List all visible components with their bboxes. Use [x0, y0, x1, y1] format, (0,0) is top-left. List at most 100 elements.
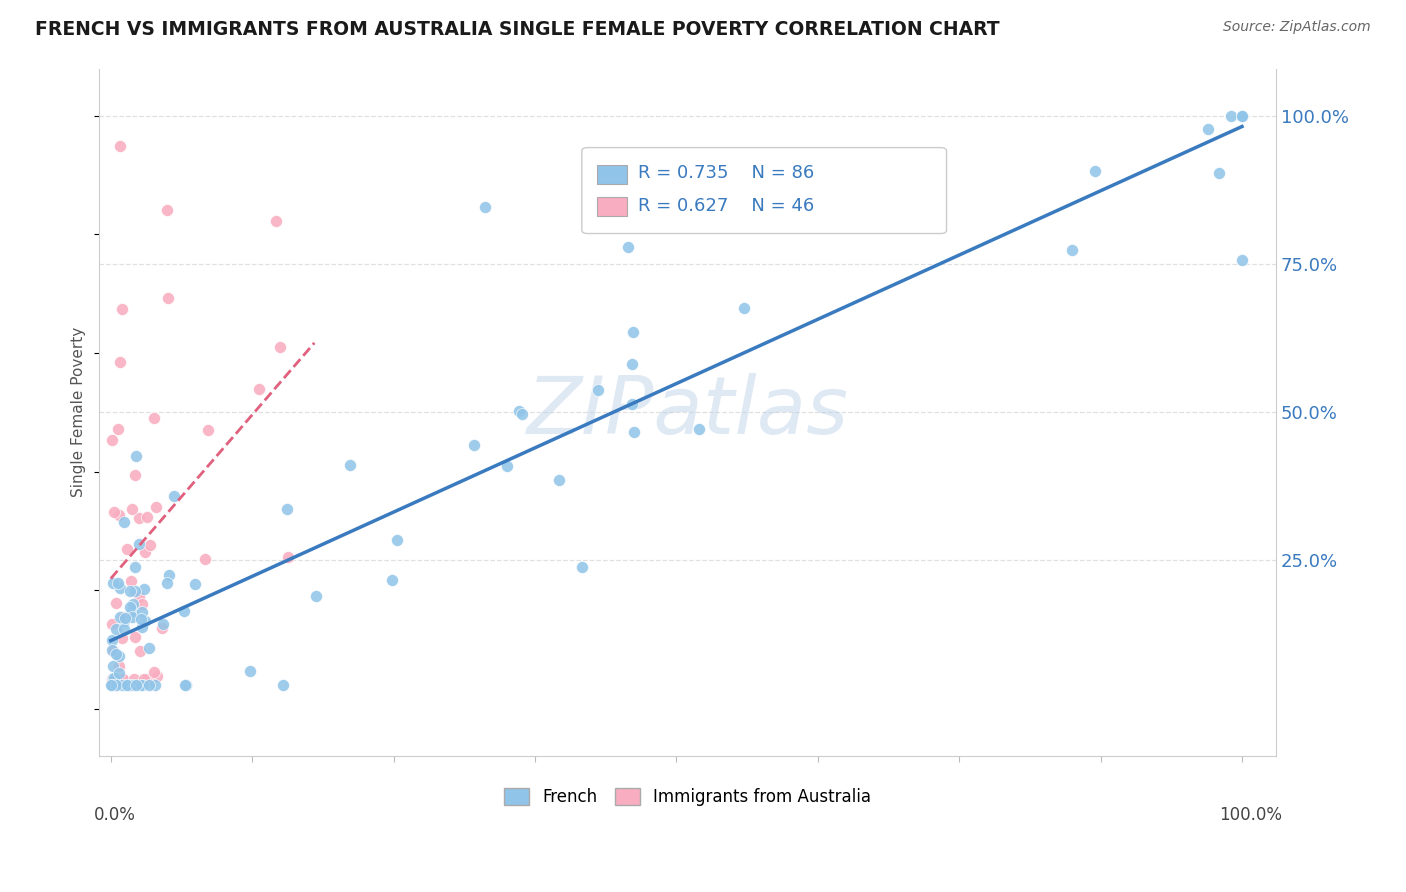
Point	[108, 672, 131, 686]
Point	[128, 537, 150, 551]
Point	[101, 671, 124, 685]
Point	[508, 403, 530, 417]
Point	[496, 458, 519, 473]
Point	[129, 644, 152, 658]
Point	[112, 614, 135, 628]
FancyBboxPatch shape	[598, 165, 627, 184]
Point	[239, 664, 262, 678]
Point	[339, 458, 361, 472]
Point	[101, 632, 124, 647]
Point	[139, 538, 162, 552]
Point	[271, 678, 294, 692]
Text: FRENCH VS IMMIGRANTS FROM AUSTRALIA SINGLE FEMALE POVERTY CORRELATION CHART: FRENCH VS IMMIGRANTS FROM AUSTRALIA SING…	[35, 20, 1000, 38]
Text: Source: ZipAtlas.com: Source: ZipAtlas.com	[1223, 20, 1371, 34]
Point	[135, 510, 157, 524]
Point	[101, 576, 124, 591]
Point	[108, 355, 131, 369]
Point	[173, 604, 195, 618]
Point	[156, 576, 179, 591]
Point	[138, 640, 160, 655]
Point	[132, 678, 155, 692]
Point	[145, 500, 167, 514]
Point	[111, 631, 134, 645]
Point	[124, 630, 146, 644]
Point	[104, 678, 127, 692]
Point	[122, 597, 145, 611]
Point	[115, 678, 138, 692]
Point	[1230, 109, 1253, 123]
Point	[733, 301, 755, 315]
Point	[131, 597, 153, 611]
Point	[381, 574, 404, 588]
Point	[112, 515, 135, 529]
Point	[134, 545, 156, 559]
Point	[107, 659, 129, 673]
Point	[108, 666, 131, 681]
Point	[305, 589, 328, 603]
Point	[264, 213, 287, 227]
Point	[385, 533, 408, 548]
Point	[129, 612, 152, 626]
Point	[101, 678, 124, 692]
Point	[121, 604, 143, 618]
Text: R = 0.627    N = 46: R = 0.627 N = 46	[638, 197, 814, 215]
FancyBboxPatch shape	[598, 197, 627, 217]
Point	[197, 423, 219, 437]
Point	[114, 610, 136, 624]
Point	[101, 672, 124, 686]
Point	[134, 672, 156, 686]
Point	[118, 584, 141, 599]
Point	[121, 678, 143, 692]
Point	[132, 582, 155, 597]
Point	[105, 596, 128, 610]
Point	[276, 501, 298, 516]
Point	[108, 138, 131, 153]
Text: 0.0%: 0.0%	[94, 805, 135, 823]
Point	[474, 200, 496, 214]
Point	[103, 505, 125, 519]
Point	[101, 642, 124, 657]
Point	[120, 600, 142, 615]
Point	[100, 678, 122, 692]
Point	[121, 609, 143, 624]
Legend: French, Immigrants from Australia: French, Immigrants from Australia	[498, 781, 877, 813]
Point	[101, 617, 124, 632]
Point	[174, 678, 197, 692]
Point	[112, 610, 135, 624]
Point	[131, 619, 153, 633]
Point	[1084, 164, 1107, 178]
Point	[157, 567, 180, 582]
Point	[156, 202, 179, 217]
Point	[107, 508, 129, 523]
Point	[108, 610, 131, 624]
Point	[463, 438, 485, 452]
Point	[107, 575, 129, 590]
Point	[111, 302, 134, 317]
Point	[143, 665, 166, 679]
Point	[163, 489, 186, 503]
Point	[128, 511, 150, 525]
Point	[124, 468, 146, 483]
Point	[124, 560, 146, 574]
Point	[122, 672, 145, 686]
Point	[129, 678, 152, 692]
Point	[621, 357, 644, 371]
Point	[152, 621, 174, 635]
Point	[104, 623, 127, 637]
Point	[621, 325, 644, 339]
Point	[617, 240, 640, 254]
Point	[111, 672, 134, 686]
Point	[586, 383, 609, 397]
Point	[124, 583, 146, 598]
Point	[152, 616, 174, 631]
Point	[101, 672, 124, 686]
Point	[194, 552, 217, 566]
Text: R = 0.735    N = 86: R = 0.735 N = 86	[638, 164, 814, 182]
Text: 100.0%: 100.0%	[1219, 805, 1282, 823]
Point	[269, 340, 291, 354]
Point	[107, 649, 129, 664]
Point	[108, 581, 131, 595]
Point	[101, 678, 124, 692]
Point	[1062, 243, 1084, 257]
Text: ZIPatlas: ZIPatlas	[527, 373, 849, 451]
